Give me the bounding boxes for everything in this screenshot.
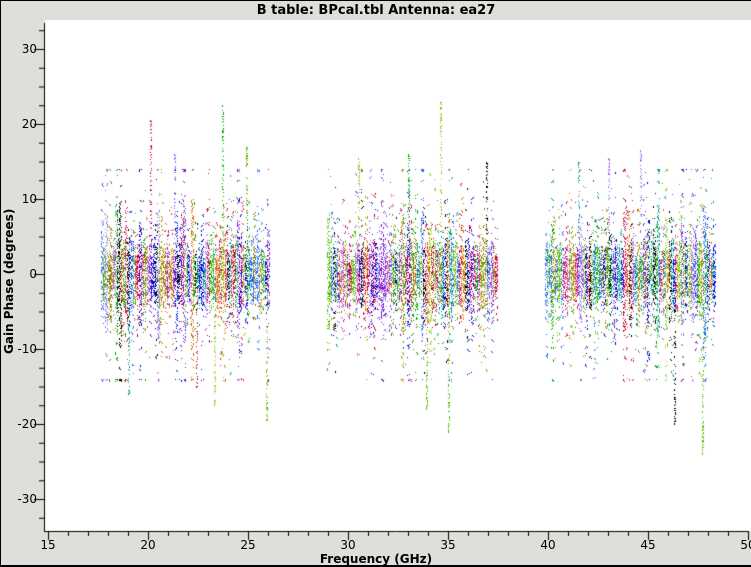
- x-tick-label: 15: [40, 538, 56, 552]
- y-tick-label: 20: [21, 117, 37, 131]
- x-tick-label: 50: [740, 538, 751, 552]
- x-tick-label: 20: [140, 538, 156, 552]
- y-tick-label: 10: [21, 192, 37, 206]
- y-tick-label: -10: [17, 342, 37, 356]
- x-tick-label: 40: [540, 538, 556, 552]
- x-tick-label: 45: [640, 538, 656, 552]
- x-axis-title: Frequency (GHz): [319, 552, 433, 566]
- x-tick-label: 30: [340, 538, 356, 552]
- y-tick-label: -30: [17, 492, 37, 506]
- plot-title: B table: BPcal.tbl Antenna: ea27: [256, 3, 496, 18]
- x-tick-label: 25: [240, 538, 256, 552]
- y-tick-label: 30: [21, 42, 37, 56]
- x-tick-label: 35: [440, 538, 456, 552]
- y-tick-label: -20: [17, 417, 37, 431]
- y-tick-label: 0: [29, 267, 37, 281]
- y-axis-title: Gain Phase (degrees): [2, 208, 16, 354]
